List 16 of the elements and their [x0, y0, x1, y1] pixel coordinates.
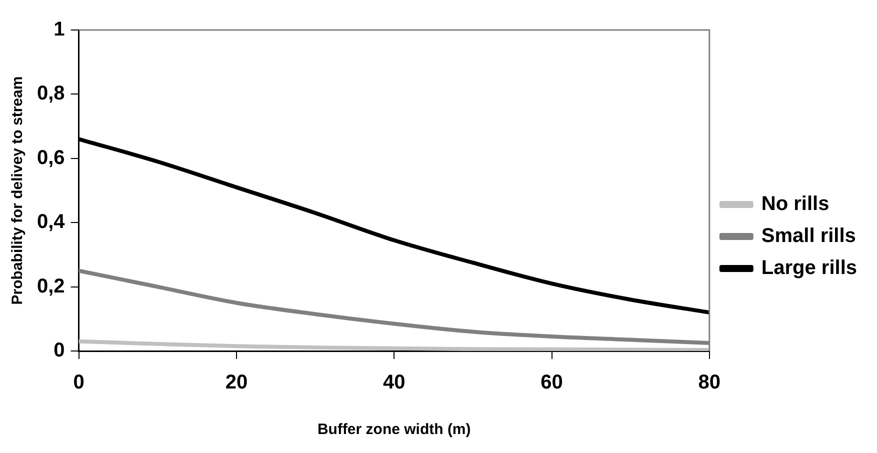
x-axis-title: Buffer zone width (m): [317, 421, 471, 438]
y-axis-title: Probability for delivey to stream: [9, 76, 26, 305]
x-tick-label: 60: [540, 372, 563, 394]
y-tick-label: 1: [54, 18, 65, 41]
legend-label: Small rills: [761, 225, 856, 248]
y-tick-label: 0,8: [36, 82, 65, 105]
y-tick-label: 0,6: [36, 146, 65, 169]
y-tick-label: 0,2: [36, 275, 65, 298]
legend-label: Large rills: [761, 257, 858, 280]
y-tick-label: 0: [54, 340, 65, 362]
y-tick-label: 0,4: [36, 211, 66, 234]
x-tick-label: 80: [698, 372, 721, 394]
x-tick-label: 40: [382, 372, 406, 394]
x-tick-label: 20: [225, 372, 248, 394]
x-tick-label: 0: [73, 372, 84, 394]
legend-label: No rills: [761, 193, 830, 216]
